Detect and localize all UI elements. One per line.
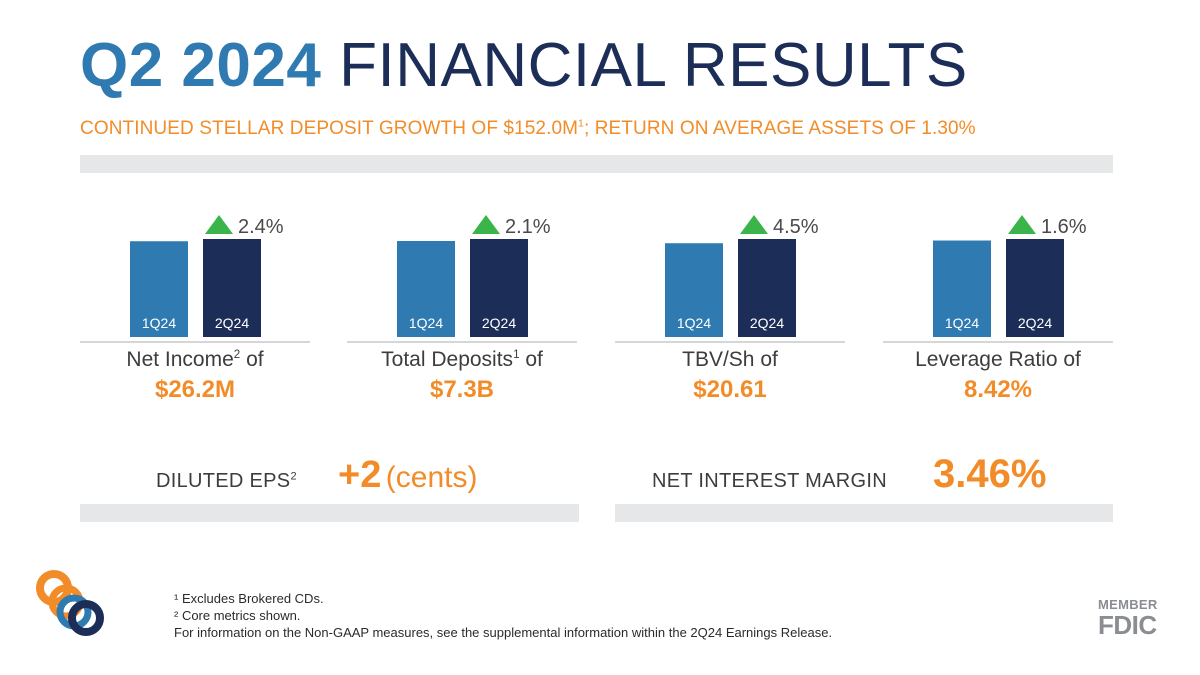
metric-label: Net Income2 of — [80, 348, 310, 372]
subtitle-text-1: CONTINUED STELLAR DEPOSIT GROWTH OF $152… — [80, 118, 579, 139]
footnote: ² Core metrics shown. — [174, 608, 301, 623]
metric-label-text: Leverage Ratio — [915, 348, 1058, 371]
eps-value-unit: (cents) — [385, 461, 478, 494]
nim-value: 3.46% — [933, 452, 1047, 496]
eps-label: DILUTED EPS2 — [156, 470, 297, 493]
metric-divider — [80, 341, 310, 343]
net-interest-margin-panel: NET INTEREST MARGIN 3.46% — [615, 440, 1113, 522]
eps-value-number: +2 — [338, 454, 382, 496]
bar-category-label: 1Q24 — [677, 315, 711, 331]
metric-label-suffix: of — [525, 348, 543, 371]
footnote: For information on the Non-GAAP measures… — [174, 625, 833, 640]
fdic-badge: MEMBER FDIC — [1098, 598, 1158, 638]
bar-2q24 — [203, 239, 261, 337]
change-percent-label: 1.6% — [1041, 216, 1087, 238]
metric-leverage-ratio: 1Q24 2Q24 1.6% Leverage Ratio of 8.42% — [883, 196, 1113, 411]
bar-category-label: 2Q24 — [1018, 315, 1052, 331]
nim-underline-bar — [615, 504, 1113, 522]
metric-label-text: TBV/Sh — [682, 348, 755, 371]
fdic-name: FDIC — [1098, 610, 1157, 640]
metric-footnote-ref: 1 — [513, 349, 520, 361]
footnote: ¹ Excludes Brokered CDs. — [174, 591, 324, 606]
metric-chart: 1Q24 2Q24 2.1% — [397, 215, 551, 337]
up-arrow-icon — [472, 215, 500, 234]
metric-footnote-ref: 2 — [233, 349, 241, 361]
metric-label-suffix: of — [1063, 348, 1081, 371]
metric-chart: 1Q24 2Q24 1.6% — [933, 215, 1087, 337]
eps-value: +2 (cents) — [338, 454, 477, 497]
bar-category-label: 2Q24 — [750, 315, 784, 331]
bar-2q24 — [738, 239, 796, 337]
bar-1q24 — [130, 241, 188, 337]
bar-1q24 — [665, 243, 723, 337]
header-divider — [80, 155, 1113, 173]
eps-footnote-ref: 2 — [290, 470, 297, 483]
title-highlight: Q2 2024 — [80, 31, 322, 100]
up-arrow-icon — [1008, 215, 1036, 234]
fdic-member-text: MEMBER — [1098, 597, 1158, 612]
bar-category-label: 1Q24 — [409, 315, 443, 331]
metric-chart: 1Q24 2Q24 4.5% — [665, 215, 819, 337]
bar-category-label: 1Q24 — [142, 315, 176, 331]
eps-label-text: DILUTED EPS — [156, 470, 291, 492]
metric-divider — [347, 341, 577, 343]
bar-1q24 — [933, 240, 991, 337]
bar-category-label: 1Q24 — [945, 315, 979, 331]
bar-1q24 — [397, 241, 455, 337]
metric-label: Leverage Ratio of — [883, 348, 1113, 372]
metric-total-deposits: 1Q24 2Q24 2.1% Total Deposits1 of $7.3B — [347, 196, 577, 411]
metric-label-suffix: of — [760, 348, 778, 371]
footnotes: ¹ Excludes Brokered CDs. ² Core metrics … — [174, 590, 832, 641]
metric-net-income: 1Q24 2Q24 2.4% Net Income2 of $26.2M — [80, 196, 310, 411]
metric-value: 8.42% — [963, 376, 1033, 403]
metric-chart: 1Q24 2Q24 2.4% — [130, 215, 284, 337]
metric-value: $20.61 — [693, 376, 767, 403]
metric-label-suffix: of — [246, 348, 264, 371]
bar-2q24 — [1006, 239, 1064, 337]
change-percent-label: 4.5% — [773, 216, 819, 238]
metric-label: Total Deposits1 of — [347, 348, 577, 372]
metric-divider — [615, 341, 845, 343]
nim-label: NET INTEREST MARGIN — [652, 470, 887, 492]
metric-label: TBV/Sh of — [615, 348, 845, 372]
subtitle-text-2: ; RETURN ON AVERAGE ASSETS OF 1.30% — [583, 118, 976, 139]
bar-2q24 — [470, 239, 528, 337]
diluted-eps-panel: DILUTED EPS2 +2 (cents) — [80, 440, 579, 522]
change-percent-label: 2.1% — [505, 216, 551, 238]
metric-label-text: Total Deposits — [381, 348, 514, 371]
page-title: Q2 2024 FINANCIAL RESULTS — [80, 26, 968, 106]
up-arrow-icon — [205, 215, 233, 234]
bar-category-label: 2Q24 — [215, 315, 249, 331]
metric-value: $7.3B — [429, 376, 495, 403]
company-logo-icon — [36, 570, 104, 636]
subtitle: CONTINUED STELLAR DEPOSIT GROWTH OF $152… — [80, 118, 976, 140]
up-arrow-icon — [740, 215, 768, 234]
title-rest: FINANCIAL RESULTS — [339, 31, 968, 100]
metric-tbv-per-share: 1Q24 2Q24 4.5% TBV/Sh of $20.61 — [615, 196, 845, 411]
subtitle-footnote-ref: 1 — [578, 118, 584, 130]
metric-label-text: Net Income — [126, 348, 234, 371]
metric-value: $26.2M — [154, 376, 236, 403]
bar-category-label: 2Q24 — [482, 315, 516, 331]
metric-divider — [883, 341, 1113, 343]
eps-underline-bar — [80, 504, 579, 522]
change-percent-label: 2.4% — [238, 216, 284, 238]
